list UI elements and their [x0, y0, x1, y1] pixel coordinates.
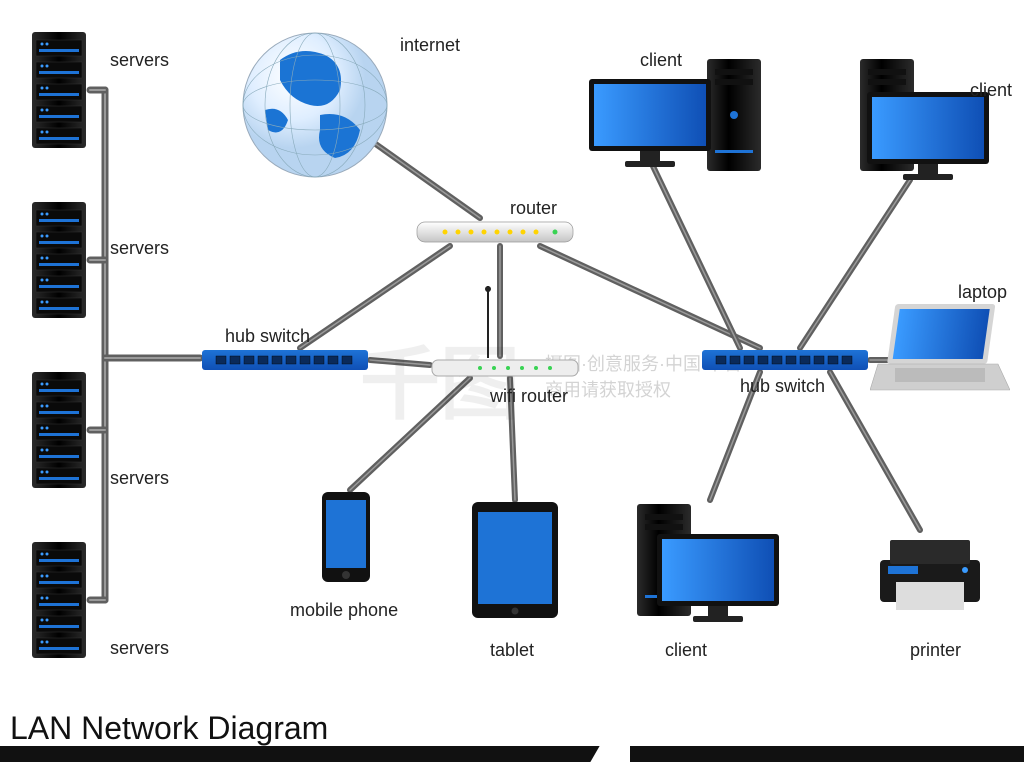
laptop-icon	[870, 300, 1010, 395]
footer-bar-right	[630, 746, 1024, 762]
server-icon	[28, 30, 90, 150]
footer-bar-left	[0, 746, 560, 762]
diagram-stage: 千图 摄图·创意服务·中国 千台 商用请获取授权 serversserverss…	[0, 0, 1024, 763]
label-server2: servers	[110, 238, 169, 259]
tablet-icon	[470, 500, 560, 620]
hub-switch-icon	[200, 348, 370, 372]
globe-icon	[240, 30, 390, 180]
diagram-title: LAN Network Diagram	[10, 710, 328, 747]
footer-bar-mid	[540, 746, 599, 762]
client-monitor-icon	[653, 530, 783, 625]
label-globe: internet	[400, 35, 460, 56]
label-server3: servers	[110, 468, 169, 489]
label-wifi: wifi router	[490, 386, 568, 407]
wifi-antenna-icon	[485, 286, 491, 358]
label-client2: client	[970, 80, 1012, 101]
router-icon	[415, 218, 575, 246]
client-monitor-icon	[585, 75, 715, 170]
mobile-phone-icon	[320, 490, 372, 585]
label-server1: servers	[110, 50, 169, 71]
label-laptop: laptop	[958, 282, 1007, 303]
label-phone: mobile phone	[290, 600, 398, 621]
label-switch1: hub switch	[225, 326, 310, 347]
server-icon	[28, 370, 90, 490]
label-printer: printer	[910, 640, 961, 661]
client-monitor-icon	[863, 88, 993, 183]
label-switch2: hub switch	[740, 376, 825, 397]
label-router: router	[510, 198, 557, 219]
label-client3: client	[665, 640, 707, 661]
wifi-router-icon	[430, 356, 580, 378]
hub-switch-icon	[700, 348, 870, 372]
label-tablet: tablet	[490, 640, 534, 661]
server-icon	[28, 540, 90, 660]
printer-icon	[870, 530, 990, 615]
label-client1: client	[640, 50, 682, 71]
server-icon	[28, 200, 90, 320]
label-server4: servers	[110, 638, 169, 659]
